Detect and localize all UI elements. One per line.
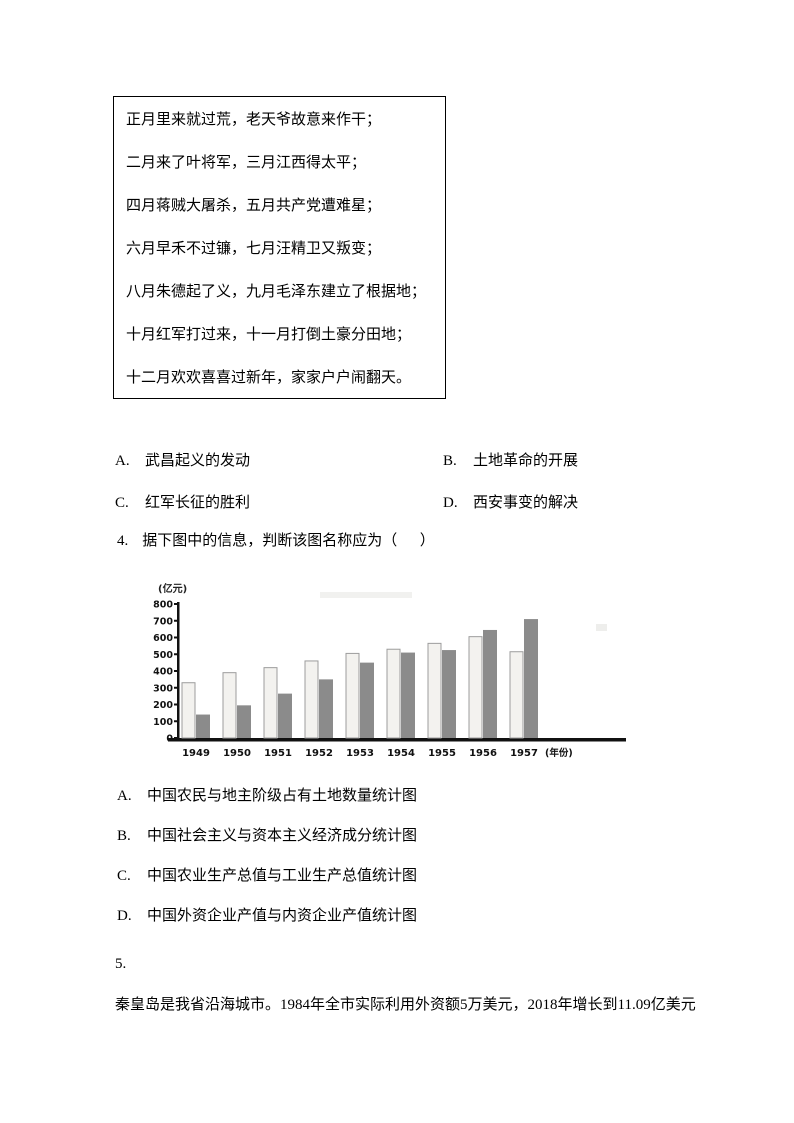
- x-tick-label: 1951: [264, 748, 292, 759]
- option-letter: A.: [115, 453, 130, 469]
- y-tick-label: 400: [153, 667, 173, 678]
- quote-line: 十二月欢欢喜喜过新年，家家户户闹翻天。: [126, 370, 412, 386]
- option-letter: C.: [115, 495, 129, 511]
- bar-light-1956: [468, 636, 483, 739]
- y-tick-label: 700: [153, 616, 173, 627]
- quote-line: 八月朱德起了义，九月毛泽东建立了根据地；: [126, 284, 427, 300]
- q3-option-a: A. 武昌起义的发动: [115, 453, 250, 469]
- bar-dark-1954: [401, 652, 415, 738]
- bar-dark-1955: [442, 650, 456, 738]
- quote-line: 正月里来就过荒，老天爷故意来作干；: [126, 112, 382, 128]
- x-axis-unit-label: (年份): [545, 747, 573, 759]
- y-tick-mark: [174, 686, 179, 689]
- bar-dark-1956: [483, 629, 497, 738]
- y-tick-mark: [174, 653, 179, 656]
- y-tick-mark: [174, 603, 179, 605]
- x-tick-label: 1953: [346, 748, 374, 759]
- x-tick-label: 1956: [469, 748, 497, 759]
- q3-option-b: B. 土地革命的开展: [443, 453, 578, 469]
- bar-chart: (亿元)010020030040050060070080019491950195…: [153, 582, 626, 759]
- scan-artifact: [320, 592, 412, 598]
- bar-light-1953: [345, 652, 360, 739]
- q4-option: D. 中国外资企业产值与内资企业产值统计图: [117, 909, 417, 924]
- bar-dark-1952: [319, 679, 333, 738]
- question-number: 4.: [117, 533, 129, 549]
- y-tick-label: 200: [153, 700, 173, 711]
- q3-option-c: C. 红军长征的胜利: [115, 495, 250, 511]
- option-letter: C.: [117, 868, 131, 884]
- question5-number: 5.: [115, 956, 127, 972]
- option-letter: A.: [117, 788, 132, 804]
- y-tick-mark: [174, 619, 179, 622]
- bar-light-1950: [222, 672, 237, 739]
- bar-light-1952: [304, 660, 319, 739]
- option-letter: B.: [117, 828, 131, 844]
- x-tick-label: 1954: [387, 748, 415, 759]
- y-tick-label: 300: [153, 683, 173, 694]
- y-axis-unit-label: (亿元): [158, 582, 187, 595]
- y-tick-mark: [174, 636, 179, 639]
- question5-text: 秦皇岛是我省沿海城市。1984年全市实际利用外资额5万美元，2018年增长到11…: [115, 997, 696, 1013]
- y-tick-label: 100: [153, 717, 173, 728]
- x-tick-label: 1949: [182, 748, 210, 759]
- option-text: 武昌起义的发动: [145, 453, 251, 469]
- bar-light-1951: [263, 667, 278, 739]
- option-text: 中国社会主义与资本主义经济成分统计图: [147, 828, 418, 844]
- x-tick-label: 1955: [428, 748, 456, 759]
- bar-light-1949: [181, 682, 196, 739]
- option-text: 土地革命的开展: [473, 453, 579, 469]
- y-tick-mark: [174, 720, 179, 723]
- x-tick-label: 1950: [223, 748, 251, 759]
- y-axis-line: [177, 602, 180, 740]
- question4-options: A. 中国农民与地主阶级占有土地数量统计图 B. 中国社会主义与资本主义经济成分统计…: [117, 789, 417, 949]
- option-text: 中国外资企业产值与内资企业产值统计图: [147, 908, 418, 924]
- y-tick-mark: [174, 703, 179, 706]
- y-tick-label: 800: [153, 600, 173, 611]
- bar-dark-1949: [196, 714, 210, 738]
- q4-option: A. 中国农民与地主阶级占有土地数量统计图: [117, 789, 417, 804]
- x-tick-label: 1952: [305, 748, 333, 759]
- q3-option-d: D. 西安事变的解决: [443, 495, 578, 511]
- bar-dark-1951: [278, 693, 292, 738]
- x-axis-line: [168, 738, 626, 742]
- y-tick-label: 500: [153, 650, 173, 661]
- quote-line: 二月来了叶将军，三月江西得太平；: [126, 155, 367, 171]
- bar-light-1954: [386, 648, 401, 739]
- bar-light-1955: [427, 642, 442, 739]
- y-tick-mark: [174, 670, 179, 672]
- bar-dark-1953: [360, 662, 374, 738]
- scan-artifact: [596, 624, 607, 631]
- question-text: 据下图中的信息，判断该图名称应为（ ）: [142, 533, 435, 549]
- option-text: 红军长征的胜利: [145, 495, 251, 511]
- y-tick-label: 600: [153, 633, 173, 644]
- option-letter: D.: [443, 495, 458, 511]
- option-letter: D.: [117, 908, 132, 924]
- quote-line: 四月蒋贼大屠杀，五月共产党遭难星；: [126, 198, 382, 214]
- q4-option: B. 中国社会主义与资本主义经济成分统计图: [117, 829, 417, 844]
- folk-song-quote-box: 正月里来就过荒，老天爷故意来作干； 二月来了叶将军，三月江西得太平； 四月蒋贼大…: [113, 96, 446, 399]
- quote-line: 六月早禾不过镰，七月汪精卫又叛变；: [126, 241, 382, 257]
- option-text: 中国农民与地主阶级占有土地数量统计图: [147, 788, 418, 804]
- question4-stem: 4. 据下图中的信息，判断该图名称应为（ ）: [117, 533, 435, 549]
- x-tick-label: 1957: [510, 748, 538, 759]
- option-text: 中国农业生产总值与工业生产总值统计图: [147, 868, 418, 884]
- q4-option: C. 中国农业生产总值与工业生产总值统计图: [117, 869, 417, 884]
- bar-light-1957: [509, 651, 524, 739]
- option-text: 西安事变的解决: [473, 495, 579, 511]
- option-letter: B.: [443, 453, 457, 469]
- quote-line: 十月红军打过来，十一月打倒土豪分田地；: [126, 327, 412, 343]
- bar-dark-1950: [237, 705, 251, 738]
- bar-dark-1957: [524, 619, 538, 738]
